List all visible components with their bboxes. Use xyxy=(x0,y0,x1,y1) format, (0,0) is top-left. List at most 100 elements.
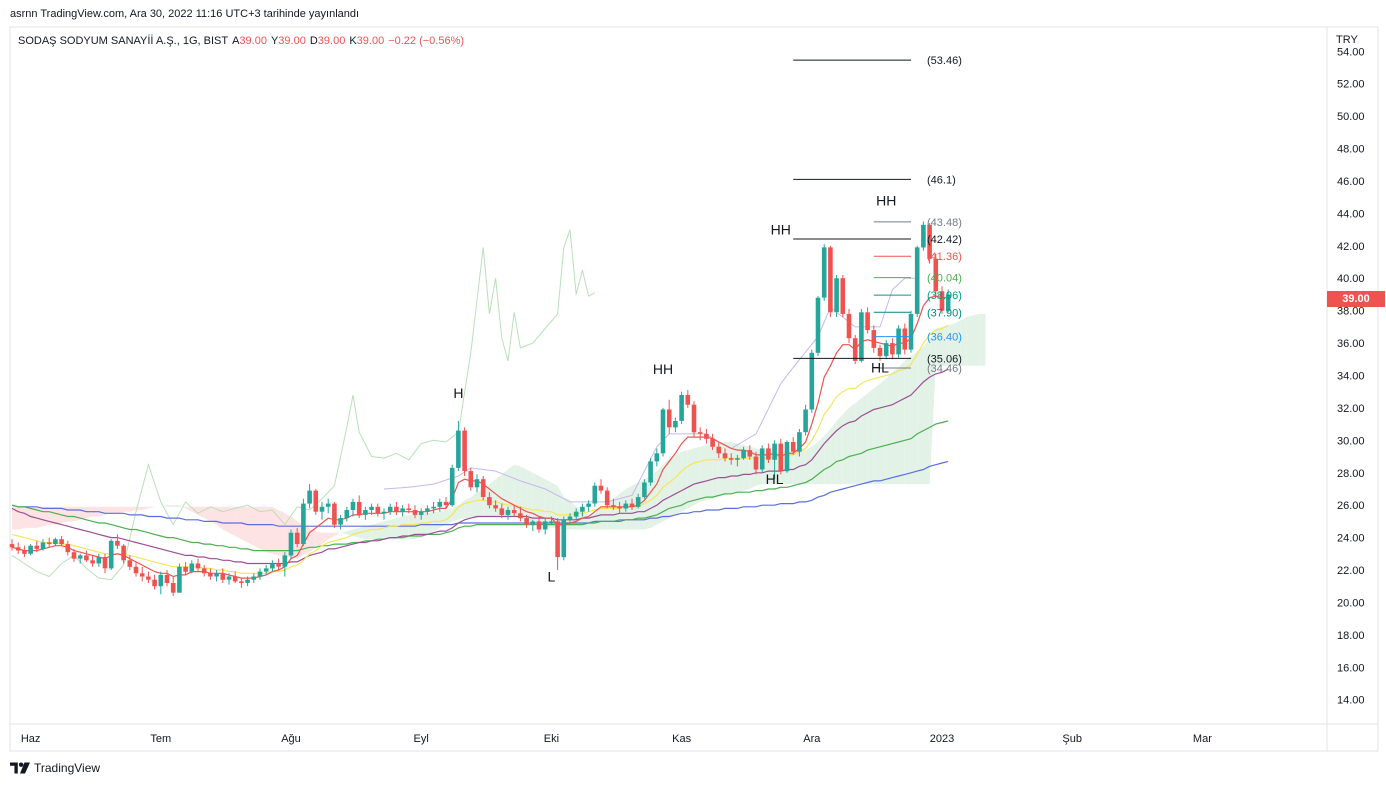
cloud-segment xyxy=(880,378,887,485)
cloud-segment xyxy=(458,500,465,520)
candle-body xyxy=(555,521,560,558)
ichimoku-cloud xyxy=(12,313,986,559)
cloud-segment xyxy=(371,523,378,540)
candle-body xyxy=(102,557,108,569)
candle-body xyxy=(121,545,126,561)
price-tick-label: 50.00 xyxy=(1337,111,1365,123)
candle-body xyxy=(890,343,895,355)
candle-body xyxy=(214,573,219,577)
candle-body xyxy=(406,508,412,510)
price-tick-label: 32.00 xyxy=(1337,403,1365,415)
tradingview-logo[interactable]: TradingView xyxy=(10,761,100,775)
cloud-segment xyxy=(836,414,843,485)
cloud-segment xyxy=(408,514,415,540)
candle-body xyxy=(945,294,951,311)
candle-body xyxy=(313,490,319,512)
candle-body xyxy=(96,557,102,564)
candle-body xyxy=(251,576,257,580)
pattern-label: HH xyxy=(876,192,896,208)
cloud-segment xyxy=(309,527,316,553)
price-tick-label: 48.00 xyxy=(1337,144,1365,156)
price-tick-label: 38.00 xyxy=(1337,306,1365,318)
candle-body xyxy=(542,521,548,530)
cloud-segment xyxy=(619,489,626,530)
time-tick-label: 2023 xyxy=(930,733,954,745)
candle-body xyxy=(387,506,393,512)
candles xyxy=(9,221,951,596)
candle-body xyxy=(524,518,529,525)
time-axis: Haz Tem Ağu Eyl Eki Kas Ara 2023 Şub Mar xyxy=(21,733,1212,745)
candle-body xyxy=(573,511,579,517)
time-tick-label: Eki xyxy=(544,733,559,745)
candle-body xyxy=(598,485,604,491)
candle-body xyxy=(226,576,232,580)
cloud-segment xyxy=(222,506,229,533)
candle-body xyxy=(350,501,356,510)
candle-body xyxy=(9,544,15,548)
candle-body xyxy=(790,442,796,452)
cloud-segment xyxy=(929,328,936,485)
candle-body xyxy=(815,297,821,353)
cloud-segment xyxy=(514,464,521,519)
cloud-segment xyxy=(601,503,608,530)
cloud-segment xyxy=(229,506,236,536)
cloud-segment xyxy=(415,513,422,540)
cloud-segment xyxy=(904,356,911,485)
candle-body xyxy=(883,343,889,357)
cloud-segment xyxy=(731,442,738,494)
candle-body xyxy=(716,446,722,454)
open-value: 39.00 xyxy=(239,35,267,47)
candle-body xyxy=(939,291,945,311)
cloud-segment xyxy=(253,506,260,549)
candle-body xyxy=(834,278,839,313)
candle-body xyxy=(592,485,598,504)
candle-body xyxy=(487,497,492,506)
candle-body xyxy=(567,516,573,520)
cloud-segment xyxy=(464,497,471,519)
candle-body xyxy=(821,247,827,298)
published-caption: asrnn TradingView.com, Ara 30, 2022 11:1… xyxy=(10,8,360,20)
level-label: (37.90) xyxy=(927,307,962,319)
candle-body xyxy=(871,330,877,348)
candle-body xyxy=(691,404,697,433)
candle-body xyxy=(747,450,753,457)
candle-body xyxy=(704,433,709,439)
candle-body xyxy=(809,352,815,410)
candle-body xyxy=(344,510,350,519)
cloud-segment xyxy=(545,479,552,528)
cloud-segment xyxy=(216,506,223,530)
cloud-segment xyxy=(61,506,68,523)
cloud-segment xyxy=(396,516,403,540)
candle-body xyxy=(549,521,554,523)
cloud-segment xyxy=(43,506,50,527)
candle-body xyxy=(301,503,306,545)
time-tick-label: Ağu xyxy=(281,733,301,745)
candle-body xyxy=(71,552,77,559)
candle-body xyxy=(505,510,511,515)
candle-body xyxy=(611,505,616,507)
candle-body xyxy=(245,579,250,583)
candle-body xyxy=(697,432,703,434)
candle-body xyxy=(865,312,870,331)
candle-body xyxy=(852,338,858,361)
cloud-segment xyxy=(966,315,973,366)
price-tick-label: 22.00 xyxy=(1337,565,1365,577)
cloud-segment xyxy=(111,506,118,514)
cloud-segment xyxy=(353,527,360,538)
cloud-segment xyxy=(861,393,868,485)
candle-body xyxy=(530,521,536,525)
candle-body xyxy=(201,568,207,574)
price-tick-label: 46.00 xyxy=(1337,176,1365,188)
candle-body xyxy=(40,542,46,549)
candle-body xyxy=(499,508,505,515)
chart-border xyxy=(9,26,1379,752)
candle-body xyxy=(840,278,846,314)
level-label: (40.04) xyxy=(927,273,962,285)
candle-body xyxy=(15,547,21,551)
candle-body xyxy=(468,471,474,488)
candle-body xyxy=(338,518,343,525)
candle-body xyxy=(108,540,114,569)
candle-body xyxy=(307,490,312,504)
candle-body xyxy=(239,581,244,583)
